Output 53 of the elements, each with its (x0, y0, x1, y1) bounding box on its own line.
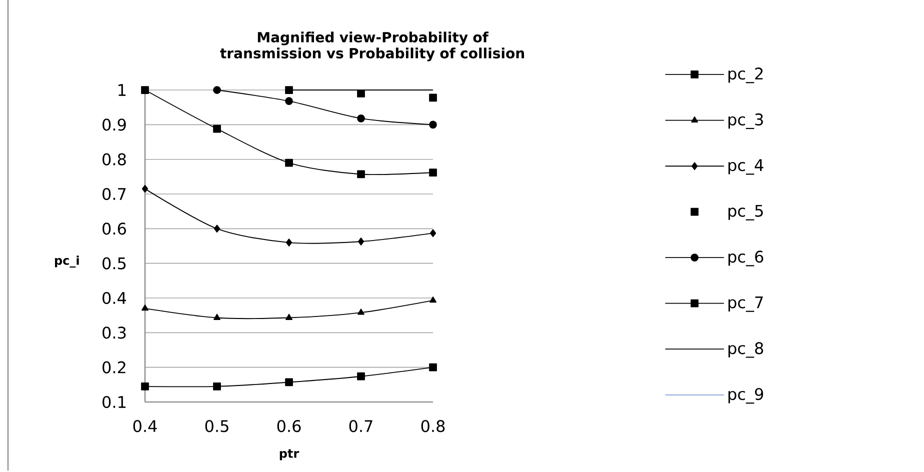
point (357, 170, 365, 178)
x-tick-label: 0.4 (133, 420, 157, 432)
point (213, 382, 221, 390)
y-tick-label: 0.7 (102, 188, 126, 200)
point (430, 296, 436, 303)
x-tick-label: 0.7 (349, 420, 372, 432)
y-tick-label: 0.2 (102, 361, 126, 374)
point (214, 224, 220, 233)
point (285, 86, 293, 94)
y-tick-label: 0.1 (102, 396, 126, 408)
y-tick-label: 0.9 (102, 118, 126, 131)
legend-label: pc_7 (728, 296, 763, 312)
point (429, 120, 437, 129)
y-tick-label: 0.3 (102, 326, 126, 339)
point (429, 363, 437, 372)
y-tick-label: 0.6 (102, 222, 126, 235)
point (285, 158, 293, 167)
point (142, 304, 148, 311)
legend-label: pc_3 (728, 113, 763, 130)
point (142, 184, 148, 193)
point (286, 314, 292, 320)
y-axis-title: pc_i (55, 256, 79, 268)
point (213, 124, 221, 133)
point (285, 97, 293, 106)
x-axis-title: ptr (280, 449, 300, 460)
legend-label: pc_4 (728, 159, 764, 175)
point (214, 314, 220, 320)
y-tick-label: 0.5 (102, 257, 126, 270)
legend-label: pc_9 (728, 388, 764, 404)
point (429, 94, 437, 102)
point (357, 114, 365, 122)
chart-title: Magnified view-Probability of transmission vs Probability of collision (220, 32, 524, 62)
x-tick-label: 0.8 (421, 420, 445, 432)
point (213, 86, 221, 94)
point (141, 382, 149, 390)
y-tick-label: 1 (118, 84, 126, 96)
x-tick-label: 0.6 (277, 420, 301, 432)
point (357, 90, 365, 98)
point (429, 168, 437, 176)
point (141, 86, 149, 94)
point (430, 229, 436, 238)
point (358, 238, 364, 246)
legend-label: pc_8 (728, 342, 764, 358)
point (357, 372, 365, 380)
y-tick-label: 0.8 (102, 153, 126, 166)
legend-label: pc_6 (728, 250, 764, 266)
point (285, 378, 293, 386)
point (358, 308, 364, 315)
legend-label: pc_2 (728, 68, 763, 84)
x-tick-label: 0.5 (205, 420, 228, 432)
point (286, 238, 292, 246)
legend-label: pc_5 (728, 204, 763, 220)
y-tick-label: 0.4 (102, 292, 126, 304)
